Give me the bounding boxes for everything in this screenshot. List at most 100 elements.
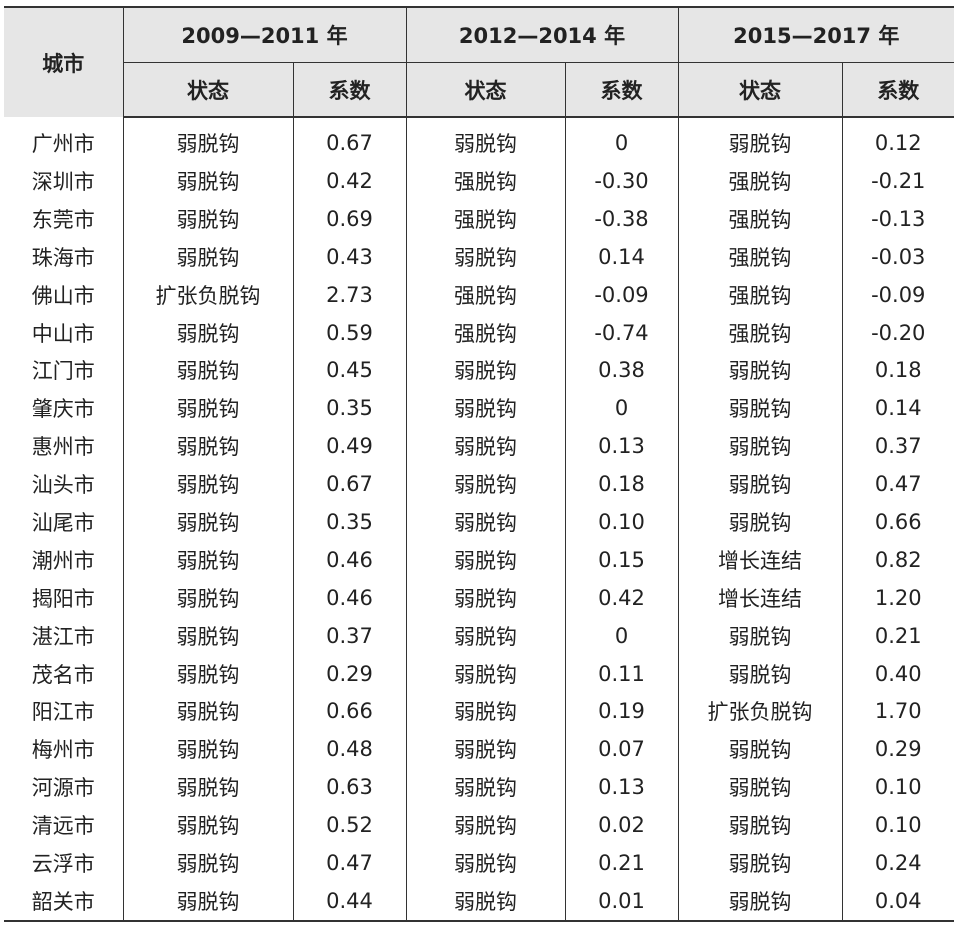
table-row: 清远市 弱脱钩 0.52 弱脱钩 0.02 弱脱钩 0.10 — [4, 806, 954, 845]
coef-header: 系数 — [292, 62, 406, 118]
state-cell: 弱脱钩 — [123, 162, 294, 200]
state-cell: 弱脱钩 — [123, 844, 294, 882]
coef-header: 系数 — [841, 62, 954, 118]
coef-cell: 0.18 — [874, 358, 922, 383]
coef-cell: 0.29 — [293, 654, 407, 693]
table-row: 东莞市 弱脱钩 0.69 强脱钩 -0.38 强脱钩 -0.13 — [4, 199, 954, 238]
coef-cell: 0.43 — [293, 237, 407, 276]
coef-cell: 0.29 — [874, 737, 922, 762]
city-cell: 清远市 — [4, 806, 124, 845]
city-cell: 湛江市 — [4, 616, 124, 655]
state-cell: 弱脱钩 — [406, 730, 566, 769]
state-cell: 弱脱钩 — [406, 427, 566, 466]
coef-cell: 0.40 — [874, 661, 922, 686]
city-cell: 肇庆市 — [4, 389, 124, 428]
state-header: 状态 — [677, 62, 842, 118]
table-row: 肇庆市 弱脱钩 0.35 弱脱钩 0 弱脱钩 0.14 — [4, 389, 954, 428]
coef-cell: 0.10 — [874, 775, 922, 800]
coef-cell: 0.11 — [565, 654, 679, 693]
state-cell: 弱脱钩 — [406, 692, 566, 731]
coef-cell: -0.09 — [871, 282, 926, 307]
coef-cell: 0.02 — [565, 806, 679, 845]
coef-cell: 0.24 — [874, 850, 922, 875]
table-row: 揭阳市 弱脱钩 0.46 弱脱钩 0.42 增长连结 1.20 — [4, 578, 954, 617]
state-cell: 弱脱钩 — [678, 768, 843, 807]
table-body: 广州市 弱脱钩 0.67 弱脱钩 0 弱脱钩 0.12 深圳市 弱脱钩 0.42 强脱钩 -0.30 强… — [4, 117, 954, 921]
coef-cell: 0.37 — [874, 434, 922, 459]
state-cell: 弱脱钩 — [678, 503, 843, 541]
state-cell: 强脱钩 — [406, 199, 566, 238]
city-cell: 中山市 — [4, 313, 124, 352]
coef-cell: 0.04 — [874, 888, 922, 913]
state-cell: 扩张负脱钩 — [123, 275, 294, 314]
city-cell: 汕尾市 — [4, 503, 124, 541]
table-row: 云浮市 弱脱钩 0.47 弱脱钩 0.21 弱脱钩 0.24 — [4, 844, 954, 882]
state-cell: 弱脱钩 — [406, 881, 566, 921]
decoupling-table: 城市 2009—2011 年 2012—2014 年 2015—2017 年 状… — [4, 6, 954, 922]
state-cell: 强脱钩 — [406, 313, 566, 352]
period-1-header: 2009—2011 年 — [123, 7, 406, 63]
state-cell: 弱脱钩 — [406, 117, 566, 162]
table-row: 汕头市 弱脱钩 0.67 弱脱钩 0.18 弱脱钩 0.47 — [4, 465, 954, 504]
state-cell: 弱脱钩 — [123, 237, 294, 276]
coef-cell: 0 — [565, 389, 679, 428]
coef-cell: 0.52 — [293, 806, 407, 845]
coef-cell: -0.38 — [565, 199, 679, 238]
coef-cell: 0.13 — [565, 427, 679, 466]
state-cell: 弱脱钩 — [123, 768, 294, 807]
coef-cell: 0.35 — [293, 503, 407, 541]
state-cell: 弱脱钩 — [406, 503, 566, 541]
state-cell: 弱脱钩 — [678, 806, 843, 845]
table-row: 惠州市 弱脱钩 0.49 弱脱钩 0.13 弱脱钩 0.37 — [4, 427, 954, 466]
table-row: 汕尾市 弱脱钩 0.35 弱脱钩 0.10 弱脱钩 0.66 — [4, 503, 954, 541]
coef-cell: 0.12 — [874, 131, 922, 155]
coef-header: 系数 — [564, 62, 678, 118]
table-header: 城市 2009—2011 年 2012—2014 年 2015—2017 年 状… — [4, 7, 954, 118]
coef-cell: 0.21 — [874, 623, 922, 648]
coef-cell: -0.21 — [871, 168, 926, 193]
coef-cell: 0.63 — [293, 768, 407, 807]
state-cell: 弱脱钩 — [678, 427, 843, 466]
state-cell: 增长连结 — [678, 578, 843, 617]
city-cell: 江门市 — [4, 351, 124, 390]
coef-cell: 0.49 — [293, 427, 407, 466]
state-cell: 弱脱钩 — [123, 806, 294, 845]
coef-cell: -0.20 — [871, 320, 926, 345]
city-cell: 云浮市 — [4, 844, 124, 882]
coef-cell: 0.18 — [565, 465, 679, 504]
state-cell: 弱脱钩 — [123, 117, 294, 162]
table-row: 湛江市 弱脱钩 0.37 弱脱钩 0 弱脱钩 0.21 — [4, 616, 954, 655]
city-cell: 深圳市 — [4, 162, 124, 200]
coef-cell: -0.09 — [565, 275, 679, 314]
table-row: 韶关市 弱脱钩 0.44 弱脱钩 0.01 弱脱钩 0.04 — [4, 881, 954, 921]
state-cell: 弱脱钩 — [678, 844, 843, 882]
city-cell: 潮州市 — [4, 540, 124, 579]
coef-cell: 0.47 — [293, 844, 407, 882]
state-cell: 弱脱钩 — [678, 465, 843, 504]
coef-cell: 0.35 — [293, 389, 407, 428]
coef-cell: 0.42 — [565, 578, 679, 617]
state-cell: 强脱钩 — [678, 199, 843, 238]
state-cell: 弱脱钩 — [406, 616, 566, 655]
coef-cell: 0.15 — [565, 540, 679, 579]
state-header: 状态 — [123, 62, 293, 118]
state-cell: 扩张负脱钩 — [678, 692, 843, 731]
state-cell: 弱脱钩 — [678, 389, 843, 428]
coef-cell: 1.20 — [874, 585, 922, 610]
state-cell: 弱脱钩 — [678, 730, 843, 769]
state-cell: 弱脱钩 — [678, 616, 843, 655]
coef-cell: 0.38 — [565, 351, 679, 390]
coef-cell: 0.67 — [293, 465, 407, 504]
coef-cell: -0.13 — [871, 206, 926, 231]
city-cell: 惠州市 — [4, 427, 124, 466]
city-cell: 阳江市 — [4, 692, 124, 731]
state-cell: 强脱钩 — [678, 162, 843, 200]
city-cell: 韶关市 — [4, 881, 124, 921]
state-cell: 弱脱钩 — [406, 578, 566, 617]
coef-cell: 0.47 — [874, 472, 922, 497]
period-2-header: 2012—2014 年 — [405, 7, 678, 63]
coef-cell: 0.48 — [293, 730, 407, 769]
state-cell: 增长连结 — [678, 540, 843, 579]
city-cell: 梅州市 — [4, 730, 124, 769]
state-cell: 弱脱钩 — [406, 237, 566, 276]
